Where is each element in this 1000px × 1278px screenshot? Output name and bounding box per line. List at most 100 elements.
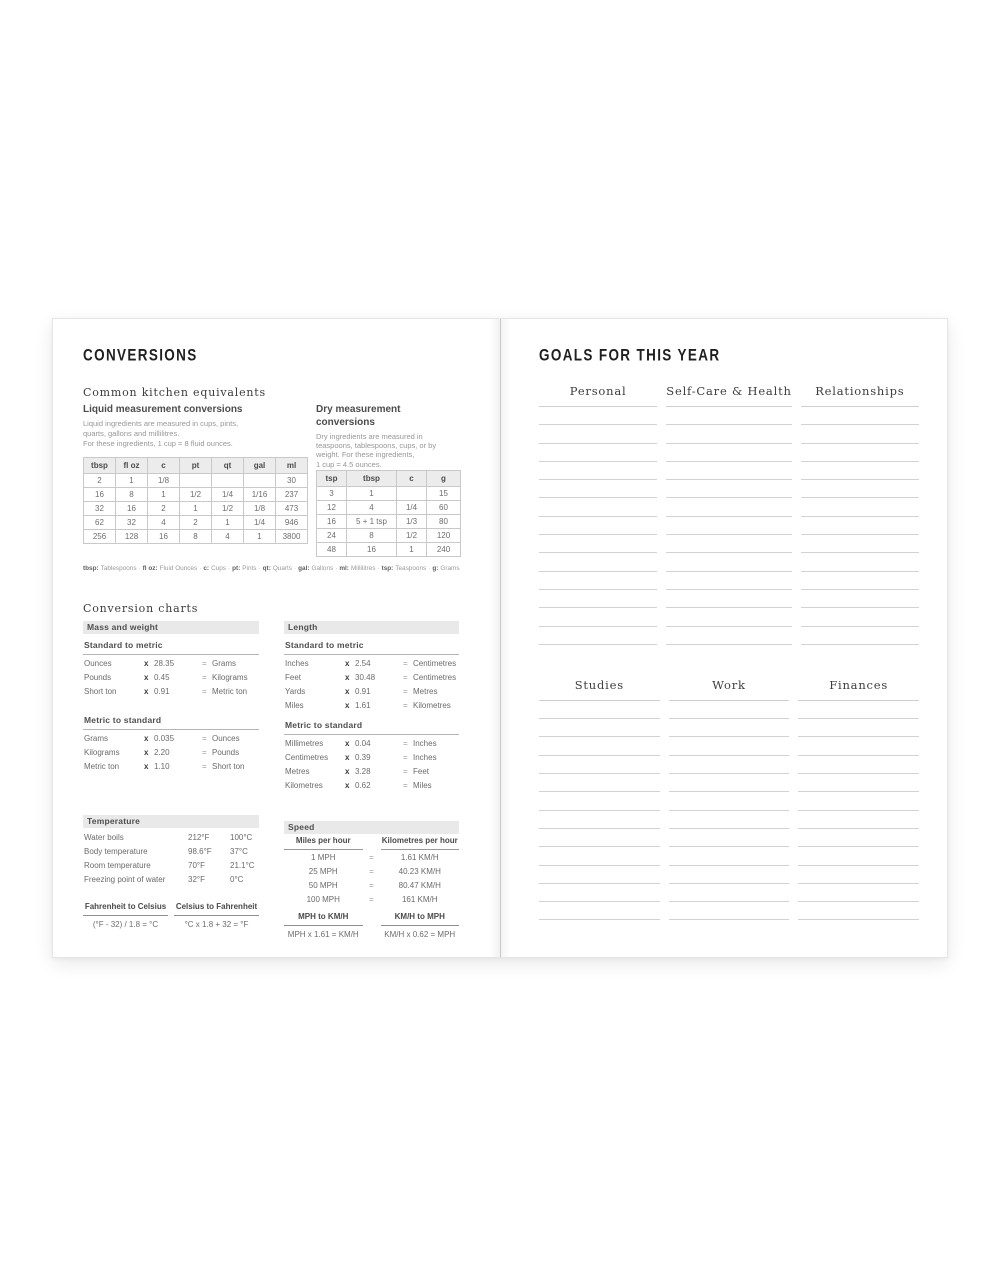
table-cell: 16 (316, 514, 347, 529)
footnote-separator: · (227, 565, 231, 572)
table-cell: 62 (83, 515, 116, 530)
ruled-line (798, 737, 919, 756)
mass-metric-to-standard-subhead: Metric to standard (83, 715, 259, 730)
speed-kmh-value: 1.61 KM/H (400, 852, 439, 862)
goal-category-header: Studies (539, 678, 660, 701)
ruled-line (666, 407, 792, 426)
dry-description: Dry ingredients are measured in teaspoons… (316, 432, 460, 469)
goals-top-grid: Personal Self-Care & Health Relationship… (539, 384, 919, 645)
table-header-cell: g (426, 470, 461, 487)
table-cell: 1/4 (211, 487, 244, 502)
footnote-abbr: tsp: (381, 565, 394, 572)
conversion-target-unit: Pounds (212, 747, 240, 757)
ruled-line (800, 462, 919, 481)
conversion-row: Metric ton x 1.10 = Short ton (83, 759, 259, 773)
formula-heading: Fahrenheit to Celsius (83, 902, 168, 916)
formula-box: Fahrenheit to Celsius (°F - 32) / 1.8 = … (83, 902, 168, 930)
page-title-conversions: CONVERSIONS (83, 345, 198, 365)
goal-section: Self-Care & Health (666, 384, 792, 645)
table-row: 62 32 4 2 1 1/4 946 (83, 515, 308, 530)
table-row: 12 4 1/4 60 (316, 500, 461, 515)
table-cell: 1 (179, 501, 212, 516)
table-cell: 1/2 (211, 501, 244, 516)
multiply-symbol: x (144, 672, 149, 682)
table-cell: 30 (275, 473, 308, 488)
temperature-fahrenheit: 212°F (188, 832, 210, 842)
table-cell: 12 (316, 500, 347, 515)
table-cell (179, 473, 212, 488)
ruled-line (666, 425, 792, 444)
ruled-line (798, 866, 919, 884)
conversion-row: Short ton x 0.91 = Metric ton (83, 684, 259, 698)
equals-symbol: = (202, 672, 207, 682)
ruled-line (539, 829, 660, 848)
ruled-line (798, 756, 919, 775)
table-cell (396, 486, 427, 501)
ruled-line (800, 444, 919, 462)
ruled-line (800, 407, 919, 426)
charts-right-column: Length Standard to metric Inches x 2.54 … (284, 621, 459, 940)
conversion-factor: 2.54 (355, 658, 371, 668)
ruled-line (800, 535, 919, 554)
description-line: weight. For these ingredients, (316, 450, 415, 460)
ruled-line (666, 590, 792, 609)
conversion-source-unit: Metric ton (84, 761, 120, 771)
footnote-abbr: fl oz: (142, 565, 158, 572)
equals-symbol: = (369, 880, 374, 890)
table-header-cell: c (147, 457, 180, 474)
liquid-measurement-table: tbsp fl oz c pt qt gal ml 2 1 1/8 30 16 8 1 1/2 1/4 1/16… (83, 457, 308, 544)
conversion-row: Miles x 1.61 = Kilometres (284, 698, 459, 712)
conversion-target-unit: Metric ton (212, 686, 248, 696)
table-cell: 1/4 (243, 515, 276, 530)
conversion-row: Inches x 2.54 = Centimetres (284, 656, 459, 670)
formula-heading: MPH to KM/H (284, 912, 363, 926)
conversion-factor: 0.035 (154, 733, 175, 743)
conversion-target-unit: Inches (413, 738, 437, 748)
description-line: teaspoons, tablespoons, cups, or by (316, 441, 437, 451)
ruled-line (666, 480, 792, 499)
speed-row: 25 MPH = 40.23 KM/H (284, 864, 459, 878)
ruled-line (668, 811, 790, 829)
ruled-line (539, 517, 658, 536)
footnote-abbr: gal: (298, 565, 310, 572)
conversion-factor: 2.20 (154, 747, 170, 757)
planner-spread: CONVERSIONS Common kitchen equivalents L… (52, 318, 948, 958)
conversion-source-unit: Millimetres (285, 738, 324, 748)
multiply-symbol: x (144, 658, 149, 668)
abbreviation-footnote: tbsp: Tablespoons · fl oz: Fluid Ounces · c: Cu… (83, 565, 460, 572)
conversion-target-unit: Kilograms (212, 672, 248, 682)
speed-formulas: MPH to KM/H MPH x 1.61 = KM/H KM/H to MP… (284, 912, 459, 940)
table-cell: 473 (275, 501, 308, 516)
multiply-symbol: x (345, 686, 350, 696)
equals-symbol: = (202, 747, 207, 757)
conversion-factor: 0.39 (355, 752, 371, 762)
temperature-fahrenheit: 70°F (188, 860, 205, 870)
table-header-cell: tsp (316, 470, 347, 487)
ruled-line (539, 627, 658, 645)
table-cell: 240 (426, 542, 461, 557)
footnote-item: qt: Quarts · (263, 565, 299, 572)
conversion-charts-heading: Conversion charts (83, 602, 199, 615)
temperature-row: Body temperature 98.6°F 37°C (83, 844, 259, 858)
ruled-line (798, 792, 919, 811)
footnote-full: Grams (440, 565, 460, 572)
length-metric-to-standard-subhead: Metric to standard (284, 720, 459, 735)
table-row: 16 8 1 1/2 1/4 1/16 237 (83, 487, 308, 502)
conversion-source-unit: Ounces (84, 658, 112, 668)
ruled-line (666, 608, 792, 627)
kitchen-equivalents-heading: Common kitchen equivalents (83, 386, 266, 399)
table-cell: 3 (316, 486, 347, 501)
footnote-separator: · (294, 565, 297, 572)
ruled-line (666, 498, 792, 517)
table-cell: 15 (426, 486, 461, 501)
table-cell: 2 (179, 515, 212, 530)
conversion-target-unit: Centimetres (413, 672, 457, 682)
ruled-line (668, 829, 790, 848)
conversion-charts-grid: Mass and weight Standard to metric Ounce… (83, 621, 460, 940)
footnote-item: pt: Pints · (232, 565, 263, 572)
ruled-line (668, 719, 790, 738)
speed-row: 50 MPH = 80.47 KM/H (284, 878, 459, 892)
ruled-line (668, 737, 790, 756)
footnote-full: Cups (211, 565, 226, 572)
speed-header-gap (363, 836, 381, 850)
